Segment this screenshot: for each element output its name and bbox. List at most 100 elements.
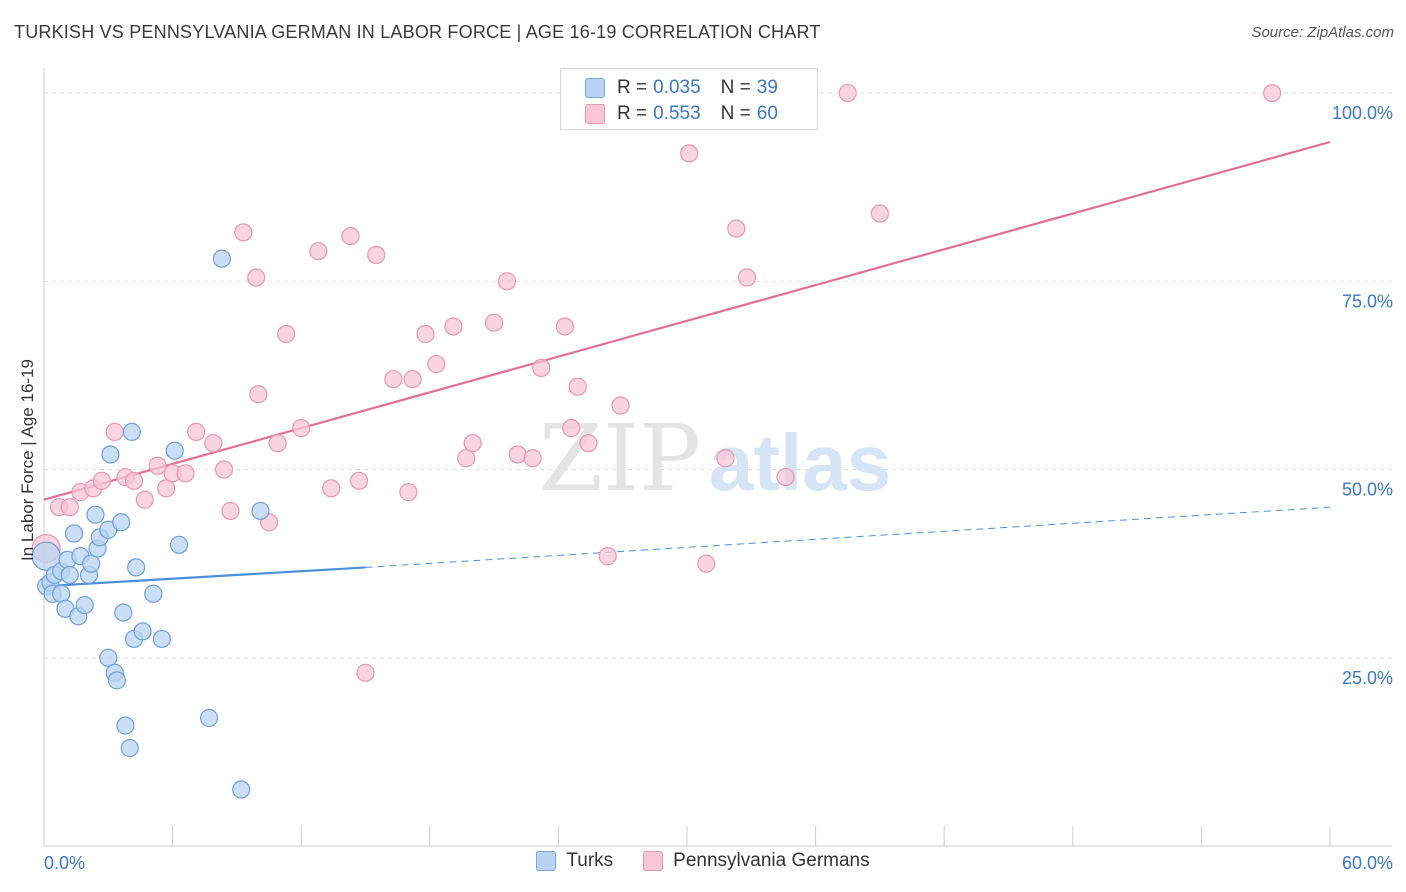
trend-lines [43,140,1331,588]
point-pa [497,272,517,291]
point-pa [555,317,574,336]
point-pa [135,490,154,509]
point-turks [122,422,141,441]
point-pa [384,370,403,389]
x-tick-label-min: 0.0% [44,853,85,873]
point-pa [105,422,124,441]
point-pa [349,471,369,490]
point-pa [148,456,167,475]
turks-n-value: 39 [756,77,778,98]
pa-r-value: 0.553 [653,103,701,124]
point-pa [838,83,857,103]
point-pa [611,396,630,415]
axis-labels: 25.0% 50.0% 75.0% 100.0% 0.0% 60.0% In Labor F… [18,103,1393,873]
point-pa [716,449,735,468]
point-turks [86,505,105,524]
point-turks [199,708,219,728]
point-turks [120,739,139,758]
point-turks [99,648,118,667]
point-pa [204,434,223,453]
point-turks [169,535,189,554]
point-pa [403,370,422,389]
y-tick-label: 50.0% [1342,480,1393,500]
gridlines [44,92,1392,659]
trend-line-turks [43,566,366,588]
trend-line-pa [43,140,1331,501]
pa-swatch [585,104,605,124]
y-axis-label: In Labor Force | Age 16-19 [18,359,37,561]
point-pa [680,144,699,163]
point-turks [52,584,71,603]
watermark-atlas: atlas [709,418,891,507]
turks-r-value: 0.035 [653,77,701,98]
legend-label-pa: Pennsylvania Germans [673,850,870,871]
point-turks [116,716,135,735]
point-turks [75,595,94,615]
point-pa [568,377,587,396]
point-pa [1263,83,1282,103]
point-pa [277,324,296,344]
point-turks [112,513,131,532]
point-pa [176,464,195,483]
point-pa [214,460,234,479]
point-turks [64,524,84,543]
point-pa [870,204,890,223]
point-pa [221,501,240,521]
point-pa [598,547,617,566]
point-pa [268,434,287,453]
point-pa [309,242,328,261]
point-pa [234,223,253,242]
y-tick-label: 25.0% [1342,668,1393,688]
legend-item-turks[interactable]: Turks [536,850,613,872]
stats-row-turks: R = 0.035 N = 39 [585,77,778,99]
legend-item-pa[interactable]: Pennsylvania Germans [643,850,870,872]
y-tick-label: 75.0% [1342,291,1393,311]
turks-n-label: N = [720,77,751,98]
x-tick-label-max: 60.0% [1342,853,1393,873]
point-turks [101,445,120,464]
point-pa [532,358,551,377]
point-pa [356,663,375,682]
point-pa [367,245,386,265]
point-pa [416,324,435,344]
point-pa [60,498,79,517]
point-pa [247,268,266,287]
stats-legend: R = 0.035 N = 39 R = 0.553 N = 60 [560,68,818,130]
point-turks [165,441,184,460]
stats-row-pa: R = 0.553 N = 60 [585,103,778,125]
point-turks [232,780,251,799]
point-pa [737,268,757,287]
watermark: ZIP atlas [539,405,891,512]
point-pa [579,434,598,453]
series-legend: Turks Pennsylvania Germans [0,850,1406,872]
turks-r-label: R = [617,77,648,98]
point-pa [508,445,527,464]
point-pa [124,471,144,490]
point-pa [463,434,482,453]
point-turks [144,584,163,603]
source-label: Source: ZipAtlas.com [1251,24,1394,41]
point-pa [457,449,476,468]
point-pa [485,313,504,332]
point-turks [60,565,79,585]
point-pa [292,419,311,438]
point-turks [107,671,126,690]
point-pa [92,471,111,490]
point-pa [562,419,581,438]
legend-swatch-turks [536,851,557,871]
y-tick-label: 100.0% [1332,103,1393,123]
data-points [31,83,1282,799]
point-pa [697,554,716,573]
pa-r-label: R = [617,103,648,124]
point-pa [776,467,795,487]
point-pa [341,227,360,246]
point-turks [82,554,101,573]
watermark-zip: ZIP [539,405,701,512]
point-turks [114,603,133,622]
point-turks [127,558,146,577]
legend-label-turks: Turks [566,850,614,871]
legend-swatch-pa [643,851,664,871]
point-pa [444,317,463,336]
point-pa [427,355,446,374]
